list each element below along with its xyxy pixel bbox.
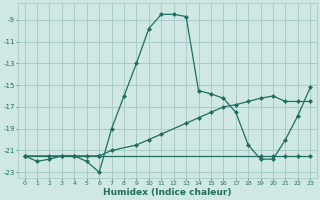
X-axis label: Humidex (Indice chaleur): Humidex (Indice chaleur) bbox=[103, 188, 232, 197]
